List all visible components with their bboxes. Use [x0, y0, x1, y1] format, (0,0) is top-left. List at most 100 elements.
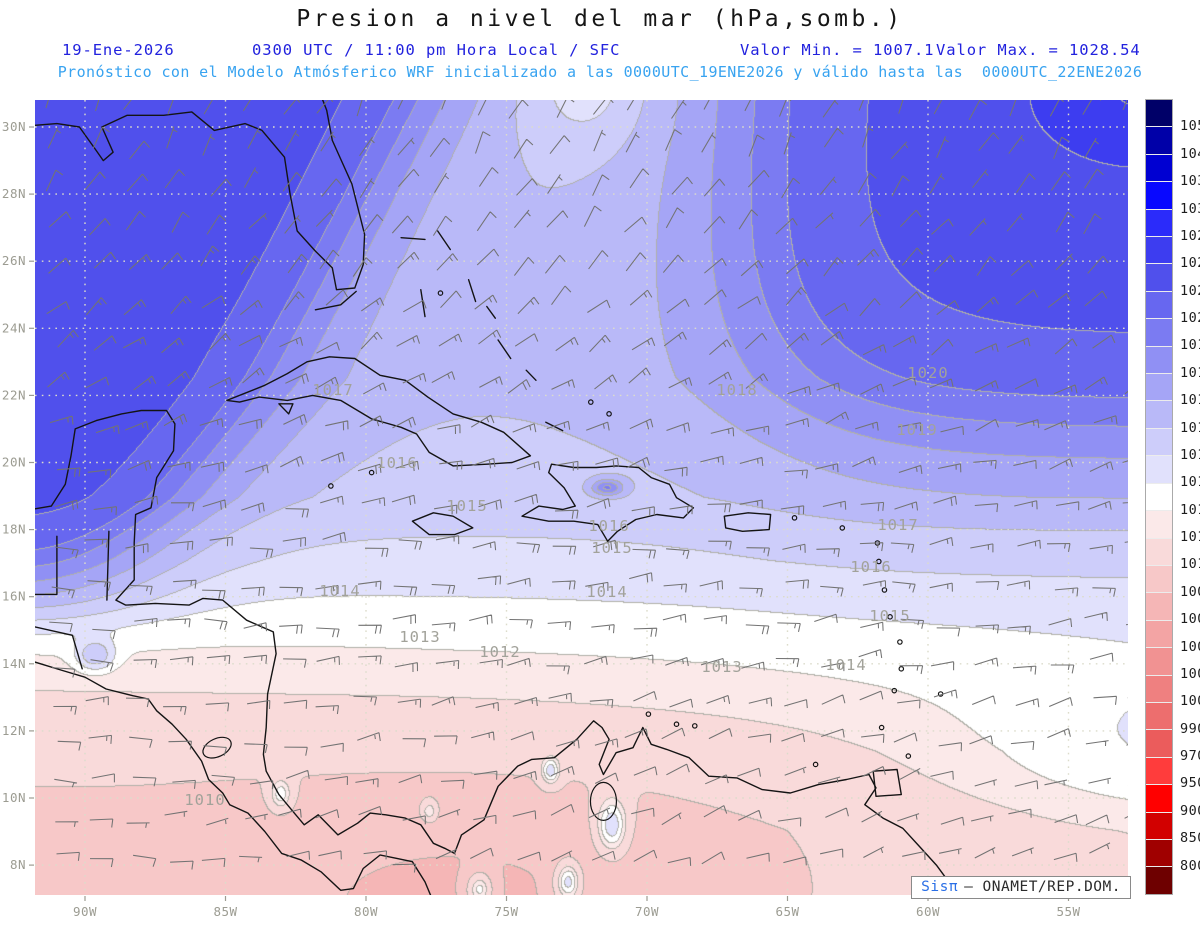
- watermark-text: – ONAMET/REP.DOM.: [964, 879, 1121, 895]
- contour-label: 1018: [716, 381, 757, 399]
- colorbar-cell: [1146, 400, 1172, 428]
- pressure-colorbar: [1145, 99, 1173, 895]
- colorbar-tick-label: 1035: [1180, 173, 1200, 190]
- colorbar-cell: [1146, 181, 1172, 209]
- colorbar-tick-label: 1000: [1180, 693, 1200, 710]
- value-min-label: Valor Min. = 1007.1: [740, 41, 935, 59]
- contour-label: 1019: [896, 421, 937, 439]
- lon-tick-label: 55W: [1056, 904, 1080, 919]
- lat-tick-label: 18N: [2, 522, 26, 537]
- colorbar-cell: [1146, 153, 1172, 182]
- value-max-label: Valor Max. = 1028.54: [936, 41, 1141, 59]
- contour-label: 1012: [479, 643, 520, 661]
- colorbar-tick-label: 1016: [1180, 419, 1200, 436]
- contour-labels: 1017 1016 1015 1016 1015 1014 1014 1013 1012 1010…: [184, 364, 948, 809]
- colorbar-tick-label: 1015: [1180, 446, 1200, 463]
- gridlines: [35, 100, 1128, 895]
- lon-tick-label: 60W: [916, 904, 940, 919]
- colorbar-cell: [1146, 345, 1172, 374]
- contour-label: 1014: [586, 583, 627, 601]
- contour-label: 1017: [877, 516, 918, 534]
- lon-tick-label: 75W: [494, 904, 518, 919]
- lon-tick-label: 70W: [635, 904, 659, 919]
- contour-label: 1015: [591, 539, 632, 557]
- contour-label: 1016: [850, 558, 891, 576]
- colorbar-cell: [1146, 537, 1172, 565]
- colorbar-tick-label: 850: [1180, 830, 1200, 847]
- page-title: Presion a nivel del mar (hPa,somb.): [296, 6, 904, 32]
- contour-label: 1015: [869, 607, 910, 625]
- colorbar-tick-label: 1006: [1180, 611, 1200, 628]
- colorbar-tick-label: 1010: [1180, 556, 1200, 573]
- contour-label: 1014: [825, 656, 866, 674]
- lat-tick-label: 8N: [10, 857, 26, 872]
- lat-tick-label: 12N: [2, 723, 26, 738]
- colorbar-tick-label: 1025: [1180, 255, 1200, 272]
- colorbar-tick-label: 950: [1180, 775, 1200, 792]
- colorbar-cell: [1146, 208, 1172, 237]
- contour-label: 1017: [312, 381, 353, 399]
- colorbar-tick-label: 1028: [1180, 227, 1200, 244]
- lat-tick-label: 26N: [2, 253, 26, 268]
- colorbar-cell: [1146, 866, 1172, 894]
- lon-tick-label: 65W: [775, 904, 799, 919]
- lat-tick-label: 20N: [2, 455, 26, 470]
- sispi-logo: Sisπ: [921, 879, 959, 895]
- contour-label: 1013: [701, 658, 742, 676]
- colorbar-cell: [1146, 482, 1172, 511]
- coastlines: [35, 100, 959, 895]
- lon-tick-label: 80W: [354, 904, 378, 919]
- lat-tick-label: 14N: [2, 656, 26, 671]
- colorbar-tick-label: 1013: [1180, 501, 1200, 518]
- colorbar-cell: [1146, 510, 1172, 538]
- colorbar-tick-label: 1022: [1180, 282, 1200, 299]
- watermark-box: Sisπ – ONAMET/REP.DOM.: [911, 876, 1131, 899]
- colorbar-tick-label: 1020: [1180, 310, 1200, 327]
- colorbar-tick-label: 1014: [1180, 474, 1200, 491]
- colorbar-tick-label: 970: [1180, 748, 1200, 765]
- valid-date-label: 19-Ene-2026: [62, 41, 175, 59]
- colorbar-cell: [1146, 701, 1172, 730]
- colorbar-cell: [1146, 784, 1172, 812]
- colorbar-tick-label: 1002: [1180, 665, 1200, 682]
- colorbar-cell: [1146, 263, 1172, 291]
- colorbar-cell: [1146, 100, 1172, 127]
- colorbar-cell: [1146, 838, 1172, 867]
- contour-label: 1016: [376, 454, 417, 472]
- valid-time-label: 0300 UTC / 11:00 pm Hora Local / SFC: [252, 41, 621, 59]
- lon-tick-label: 90W: [73, 904, 97, 919]
- lat-tick-label: 24N: [2, 320, 26, 335]
- colorbar-tick-label: 1030: [1180, 200, 1200, 217]
- lat-tick-label: 22N: [2, 387, 26, 402]
- colorbar-cell: [1146, 729, 1172, 757]
- contour-label: 1016: [588, 517, 629, 535]
- lon-tick-label: 85W: [213, 904, 237, 919]
- wind-barbs: [45, 100, 1128, 873]
- lat-tick-label: 30N: [2, 119, 26, 134]
- colorbar-tick-label: 900: [1180, 802, 1200, 819]
- colorbar-tick-label: 1040: [1180, 145, 1200, 162]
- colorbar-cell: [1146, 373, 1172, 401]
- colorbar-tick-label: 1018: [1180, 364, 1200, 381]
- lat-tick-label: 10N: [2, 790, 26, 805]
- colorbar-tick-label: 1019: [1180, 337, 1200, 354]
- contour-label: 1014: [319, 582, 360, 600]
- pressure-field-canvas: [35, 100, 1128, 895]
- colorbar-cell: [1146, 427, 1172, 456]
- colorbar-cell: [1146, 455, 1172, 483]
- forecast-model-line: Pronóstico con el Modelo Atmósferico WRF…: [57, 63, 1143, 81]
- colorbar-tick-label: 1050: [1180, 118, 1200, 135]
- colorbar-cell: [1146, 592, 1172, 620]
- colorbar-tick-label: 990: [1180, 720, 1200, 737]
- colorbar-cell: [1146, 290, 1172, 319]
- colorbar-cell: [1146, 564, 1172, 593]
- colorbar-cell: [1146, 647, 1172, 675]
- contour-label: 1013: [399, 628, 440, 646]
- contour-label: 1010: [184, 791, 225, 809]
- colorbar-tick-label: 800: [1180, 857, 1200, 874]
- colorbar-cell: [1146, 318, 1172, 346]
- colorbar-tick-label: 1017: [1180, 392, 1200, 409]
- colorbar-cell: [1146, 674, 1172, 702]
- colorbar-tick-label: 1012: [1180, 529, 1200, 546]
- contour-label: 1020: [907, 364, 948, 382]
